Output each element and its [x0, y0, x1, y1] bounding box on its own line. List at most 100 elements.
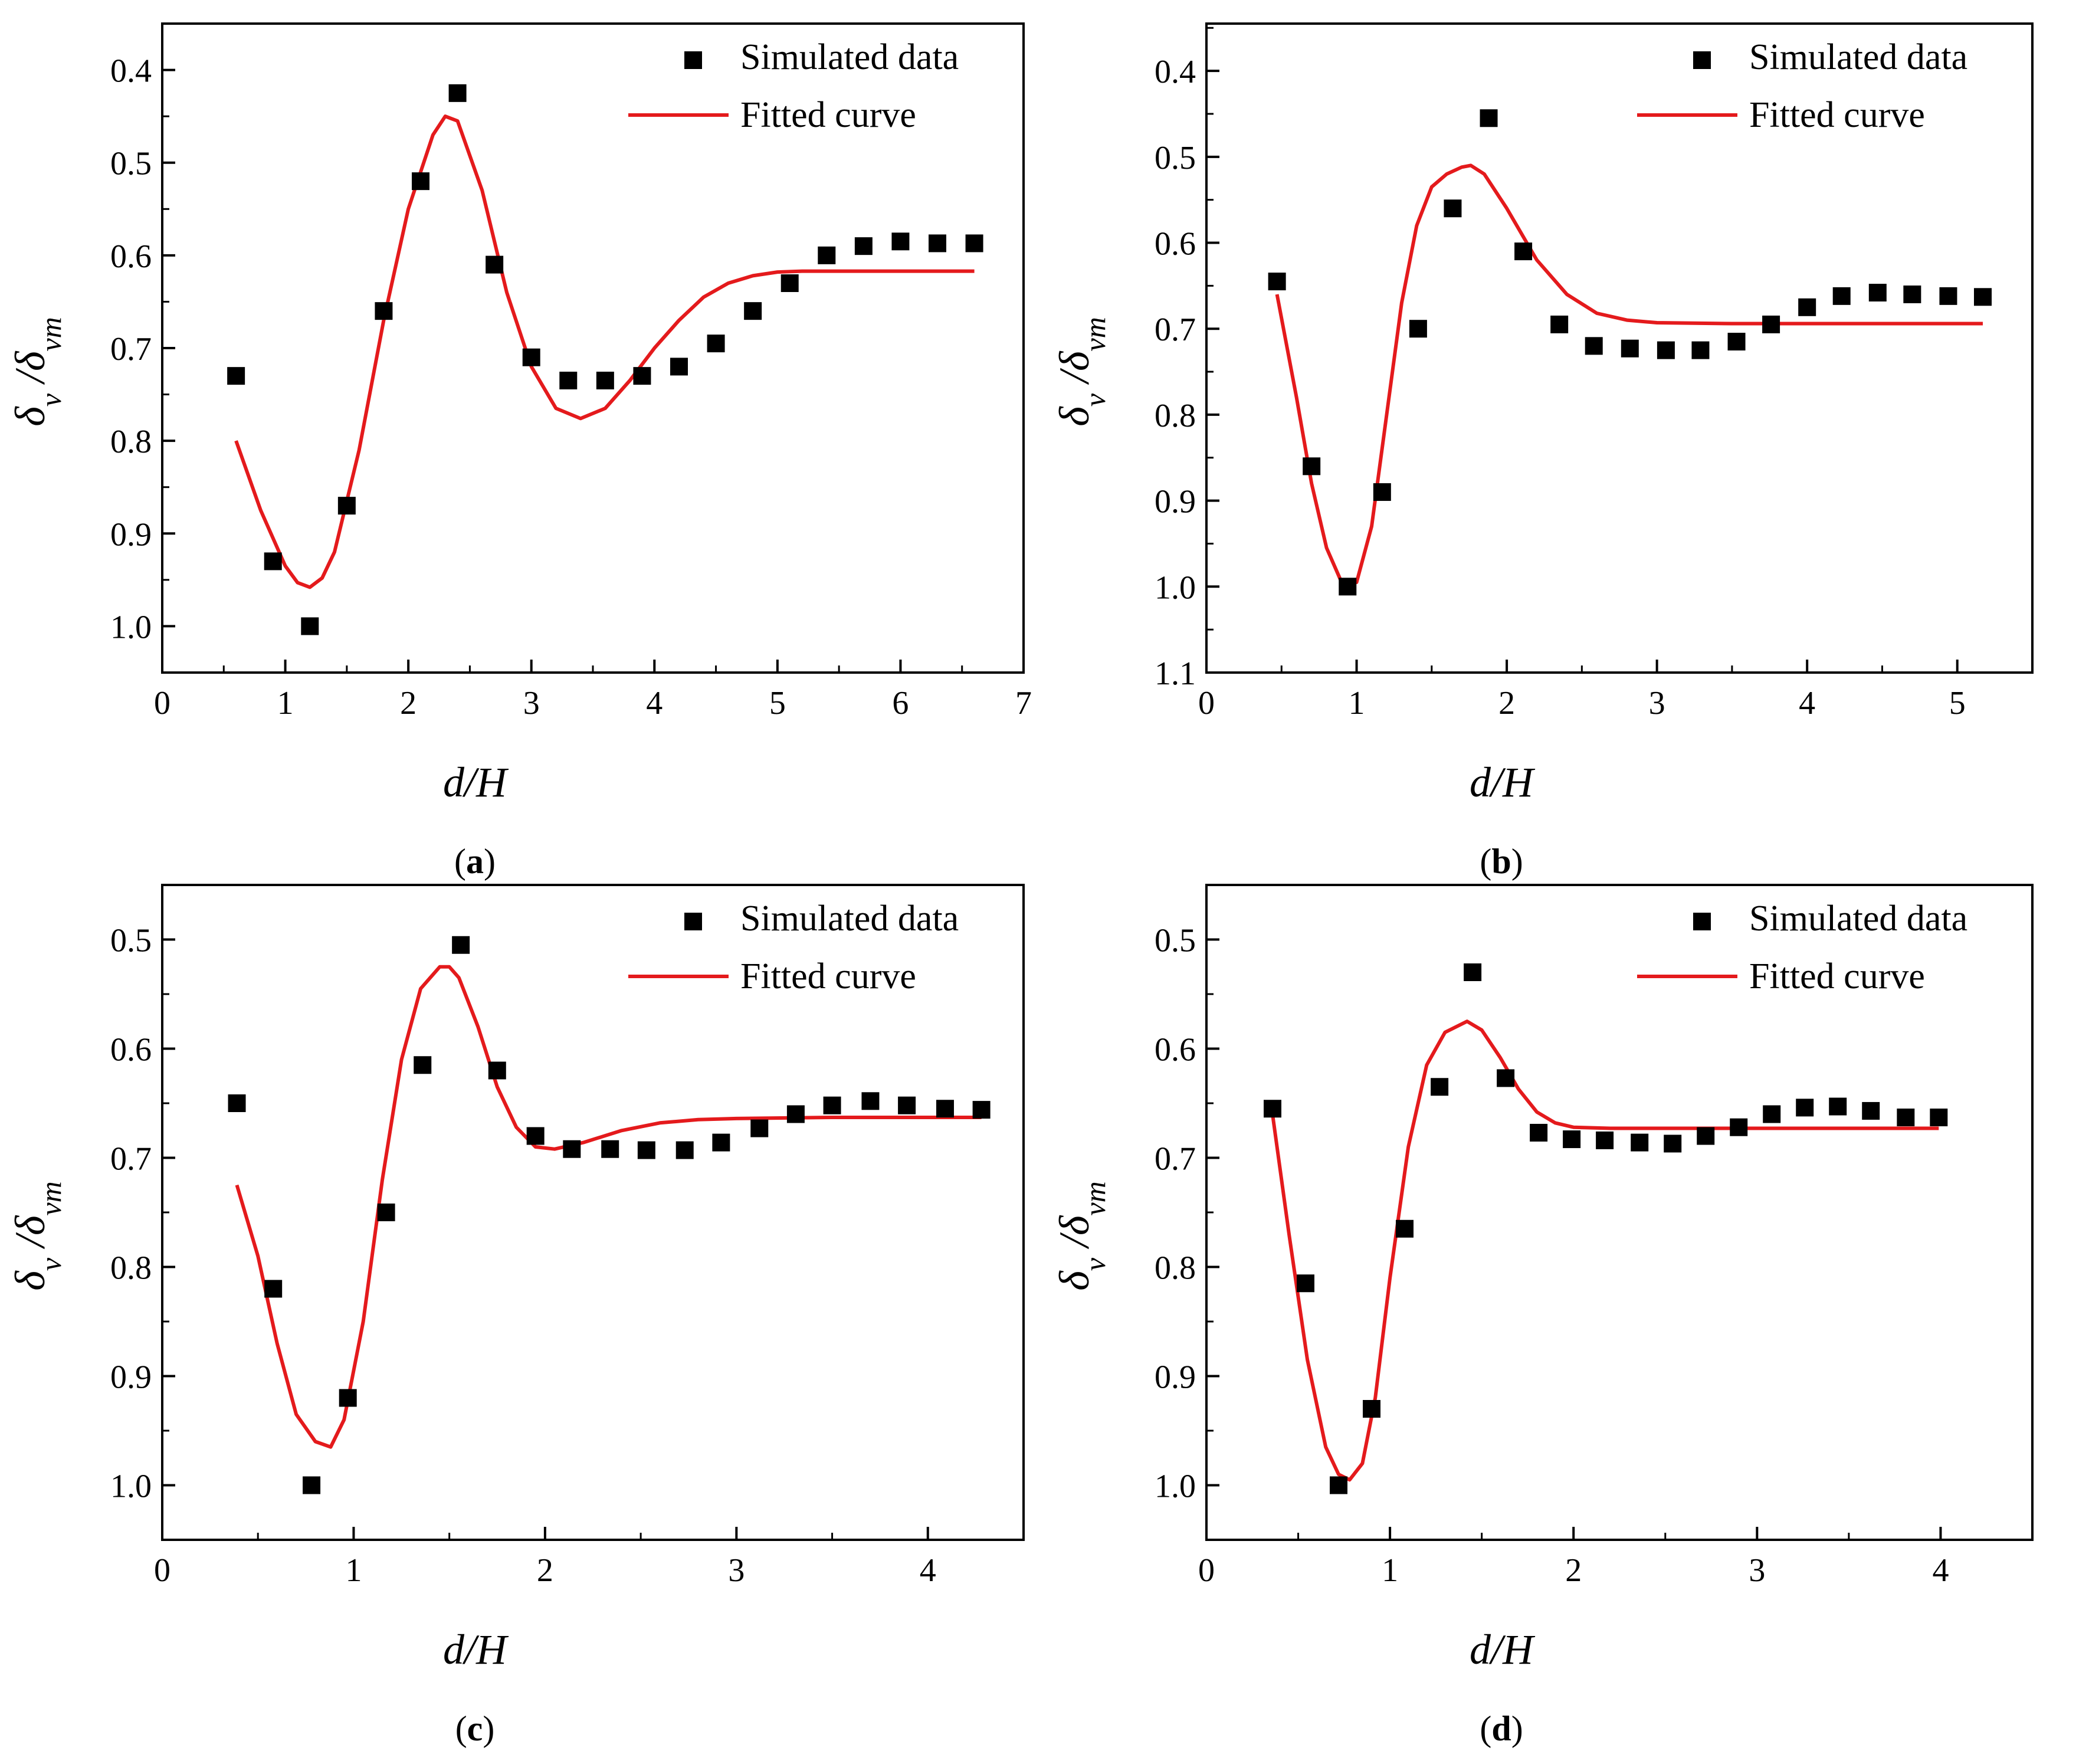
- simulated-data-point: [823, 1096, 841, 1114]
- legend-label-points: Simulated data: [740, 899, 959, 939]
- simulated-data-point: [1563, 1130, 1581, 1149]
- y-tick-label: 0.5: [1155, 923, 1196, 959]
- simulated-data-point: [1431, 1078, 1449, 1096]
- simulated-data-point: [375, 302, 393, 320]
- simulated-data-point: [854, 237, 873, 255]
- x-tick-label: 6: [892, 685, 909, 722]
- simulated-data-point: [1585, 337, 1603, 355]
- y-tick-label: 0.9: [110, 1359, 152, 1396]
- y-tick-label: 0.9: [1155, 484, 1196, 520]
- y-axis-title: δv /δvm: [1051, 1181, 1111, 1290]
- simulated-data-point: [1330, 1476, 1347, 1494]
- y-tick-label: 1.1: [1155, 655, 1196, 692]
- simulated-data-point: [337, 497, 356, 515]
- x-tick-label: 7: [1015, 685, 1032, 722]
- x-tick-label: 0: [1198, 1552, 1215, 1589]
- chart-panel-a: 0 1 2 3 4 5 6 7 0.4 0.5 0.6 0.7 0.8 0.9 1.0 d/H δv /δvm (…: [6, 22, 1032, 881]
- simulated-data-point: [264, 1280, 283, 1298]
- simulated-data-point: [1691, 341, 1710, 359]
- legend-label-fit: Fitted curve: [1749, 956, 1925, 996]
- simulated-data-point: [1373, 483, 1391, 501]
- simulated-data-point: [1514, 242, 1533, 261]
- fitted-curve-line: [1271, 1019, 1939, 1482]
- legend-label-fit: Fitted curve: [1749, 95, 1925, 135]
- simulated-data-point: [301, 617, 319, 635]
- x-tick-label: 2: [537, 1552, 553, 1589]
- simulated-data-point: [891, 232, 910, 251]
- simulated-data-point: [1829, 1097, 1847, 1116]
- legend-label-points: Simulated data: [740, 37, 959, 77]
- y-tick-label: 0.6: [1155, 1032, 1196, 1068]
- y-tick-label: 0.7: [1155, 1141, 1196, 1178]
- y-tick-label: 0.5: [110, 146, 152, 182]
- y-tick-label: 0.8: [1155, 398, 1196, 434]
- simulated-data-point: [637, 1141, 655, 1159]
- simulated-data-point: [818, 246, 836, 264]
- simulated-data-point: [1497, 1069, 1515, 1087]
- x-tick-label: 4: [646, 685, 663, 722]
- y-axis-title: δv /δvm: [6, 1181, 67, 1290]
- simulated-data-point: [601, 1140, 619, 1158]
- chart-panel-c: 0 1 2 3 4 0.5 0.6 0.7 0.8 0.9 1.0 d/H δv /δvm (c) Simu…: [6, 884, 1025, 1748]
- simulated-data-point: [929, 234, 946, 253]
- simulated-data-point: [1339, 578, 1357, 596]
- simulated-data-point: [670, 358, 688, 376]
- simulated-data-point: [786, 1105, 805, 1123]
- x-tick-label: 4: [920, 1552, 936, 1589]
- x-tick-label: 2: [1565, 1552, 1582, 1589]
- y-tick-label: 0.8: [110, 1250, 152, 1287]
- simulated-data-point: [1530, 1123, 1548, 1142]
- x-tick-label: 4: [1932, 1552, 1949, 1589]
- simulated-data-point: [1631, 1133, 1649, 1152]
- x-tick-label: 4: [1799, 685, 1815, 722]
- x-tick-label: 1: [277, 685, 294, 722]
- x-tick-label: 0: [154, 1552, 170, 1589]
- simulated-data-point: [1763, 1105, 1781, 1123]
- fitted-curve-line: [234, 114, 975, 589]
- legend-marker-points: [1693, 913, 1711, 930]
- panel-label: (b): [1480, 842, 1523, 881]
- simulated-data-point: [1464, 963, 1482, 981]
- simulated-data-point: [750, 1119, 769, 1137]
- simulated-data-point: [1903, 285, 1921, 303]
- simulated-data-point: [707, 335, 725, 353]
- simulated-data-point: [377, 1204, 395, 1221]
- legend-marker-points: [1693, 51, 1711, 69]
- simulated-data-point: [486, 255, 504, 274]
- simulated-data-point: [412, 172, 429, 191]
- x-axis-title: d/H: [443, 1626, 509, 1673]
- x-tick-label: 3: [523, 685, 540, 722]
- x-tick-label: 5: [769, 685, 786, 722]
- simulated-data-point: [526, 1127, 545, 1145]
- y-tick-label: 0.4: [1155, 54, 1196, 90]
- simulated-data-point: [1297, 1274, 1314, 1293]
- legend-label-points: Simulated data: [1749, 899, 1967, 939]
- legend-label-fit: Fitted curve: [740, 95, 916, 135]
- simulated-data-point: [559, 372, 578, 389]
- simulated-data-point: [522, 348, 540, 366]
- simulated-data-point: [303, 1476, 321, 1494]
- simulated-data-point: [936, 1100, 954, 1118]
- y-tick-label: 1.0: [110, 1468, 152, 1505]
- simulated-data-point: [1621, 339, 1639, 358]
- simulated-data-point: [1596, 1131, 1614, 1149]
- plot-frame: [1205, 22, 2034, 674]
- y-tick-label: 1.0: [110, 609, 152, 645]
- simulated-data-point: [972, 1101, 991, 1119]
- simulated-data-point: [1798, 298, 1816, 316]
- y-axis-title: δv /δvm: [6, 317, 67, 426]
- x-tick-label: 1: [345, 1552, 362, 1589]
- x-axis-title: d/H: [1470, 1626, 1536, 1673]
- simulated-data-point: [712, 1133, 730, 1152]
- simulated-data-point: [965, 234, 983, 253]
- simulated-data-point: [744, 302, 762, 320]
- x-axis-title: d/H: [443, 759, 509, 806]
- y-tick-label: 0.7: [1155, 312, 1196, 348]
- simulated-data-point: [1832, 287, 1851, 305]
- simulated-data-point: [1657, 341, 1675, 359]
- x-tick-label: 0: [1198, 685, 1215, 722]
- y-tick-label: 0.5: [1155, 140, 1196, 176]
- y-tick-label: 0.7: [110, 1141, 152, 1178]
- panel-label: (a): [454, 842, 496, 881]
